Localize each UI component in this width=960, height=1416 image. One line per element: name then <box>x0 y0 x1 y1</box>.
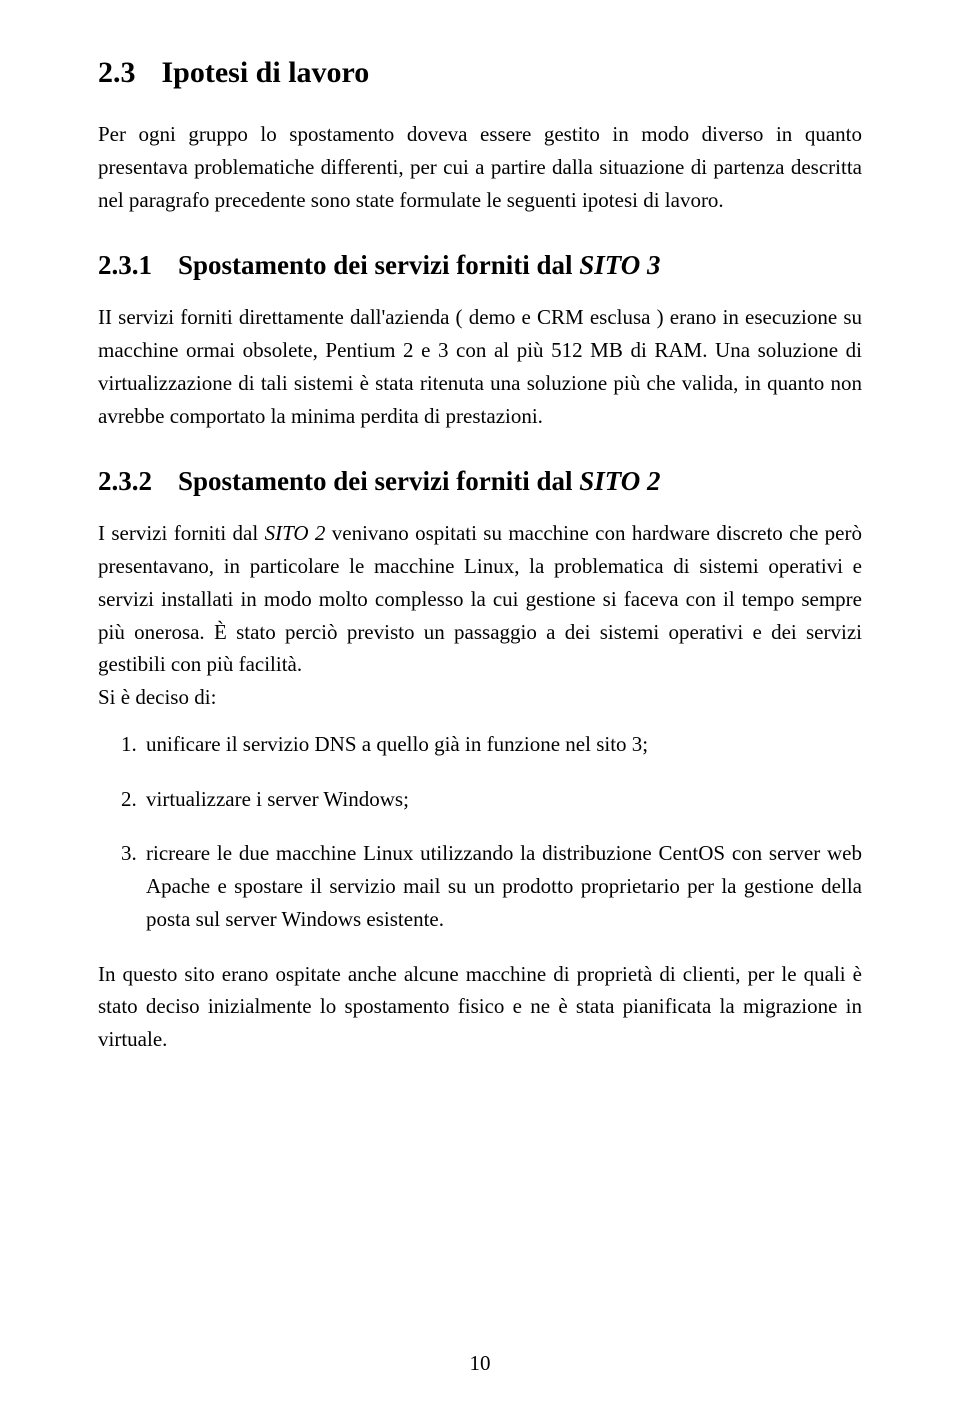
section-heading: 2.3 Ipotesi di lavoro <box>98 56 862 90</box>
subsection-2-closing: In questo sito erano ospitate anche alcu… <box>98 958 862 1056</box>
list-item: unificare il servizio DNS a quello già i… <box>142 728 862 761</box>
section-intro: Per ogni gruppo lo spostamento doveva es… <box>98 118 862 216</box>
subsection-2-list-intro: Si è deciso di: <box>98 681 862 714</box>
decision-list: unificare il servizio DNS a quello già i… <box>98 728 862 936</box>
section-number: 2.3 <box>98 56 136 90</box>
subsection-1-title-prefix: Spostamento dei servizi forniti dal <box>178 250 579 280</box>
subsection-2-para-a: I servizi forniti dal <box>98 521 265 545</box>
subsection-1-heading: 2.3.1 Spostamento dei servizi forniti dal… <box>98 250 862 281</box>
list-item: ricreare le due macchine Linux utilizzan… <box>142 837 862 935</box>
subsection-2-para-em: SITO 2 <box>265 521 326 545</box>
subsection-2-title-prefix: Spostamento dei servizi forniti dal <box>178 466 579 496</box>
subsection-2-heading: 2.3.2 Spostamento dei servizi forniti dal… <box>98 466 862 497</box>
subsection-2-number: 2.3.2 <box>98 466 152 497</box>
subsection-1-para: II servizi forniti direttamente dall'azi… <box>98 301 862 432</box>
subsection-1-title-em: SITO 3 <box>579 250 660 280</box>
page-number: 10 <box>0 1351 960 1376</box>
section-title: Ipotesi di lavoro <box>162 56 370 89</box>
subsection-2-title-em: SITO 2 <box>579 466 660 496</box>
subsection-2-para: I servizi forniti dal SITO 2 venivano os… <box>98 517 862 681</box>
subsection-1-number: 2.3.1 <box>98 250 152 281</box>
list-item: virtualizzare i server Windows; <box>142 783 862 816</box>
